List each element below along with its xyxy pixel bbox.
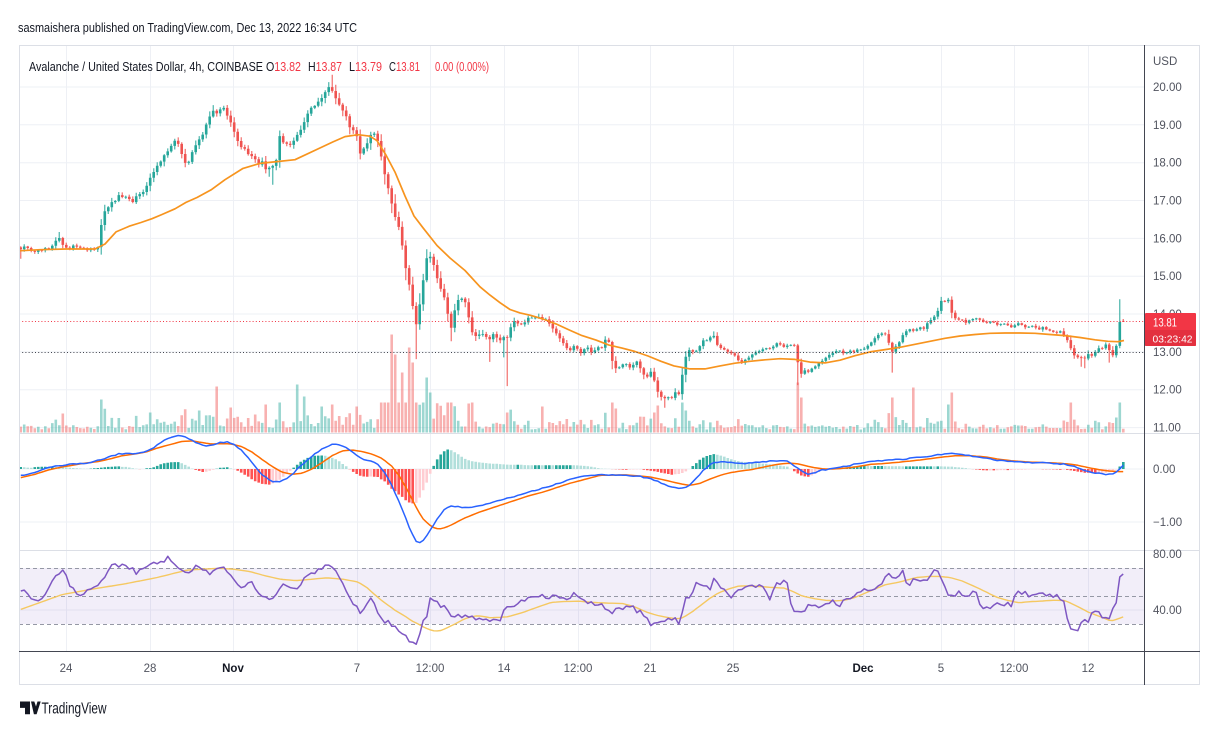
svg-text:13.00: 13.00 xyxy=(1153,347,1182,359)
svg-text:28: 28 xyxy=(144,663,157,675)
svg-text:16.00: 16.00 xyxy=(1153,233,1182,245)
svg-text:0.00: 0.00 xyxy=(1153,464,1175,476)
svg-text:−1.00: −1.00 xyxy=(1153,517,1182,529)
svg-text:Nov: Nov xyxy=(222,663,244,675)
svg-text:12:00: 12:00 xyxy=(416,663,445,675)
svg-text:Dec: Dec xyxy=(852,663,874,675)
svg-text:12:00: 12:00 xyxy=(564,663,593,675)
svg-text:40.00: 40.00 xyxy=(1153,605,1182,617)
svg-text:24: 24 xyxy=(60,663,73,675)
svg-text:15.00: 15.00 xyxy=(1153,271,1182,283)
svg-text:USD: USD xyxy=(1153,56,1177,68)
svg-text:18.00: 18.00 xyxy=(1153,158,1182,170)
svg-text:11.00: 11.00 xyxy=(1153,423,1181,435)
svg-text:L13.79: L13.79 xyxy=(349,59,382,74)
svg-text:14: 14 xyxy=(498,663,511,675)
svg-text:80.00: 80.00 xyxy=(1153,549,1182,561)
svg-text:7: 7 xyxy=(354,663,360,675)
svg-text:TradingView: TradingView xyxy=(42,701,107,718)
svg-text:21: 21 xyxy=(644,663,657,675)
svg-text:25: 25 xyxy=(727,663,740,675)
svg-text:19.00: 19.00 xyxy=(1153,120,1182,132)
svg-text:12: 12 xyxy=(1082,663,1095,675)
svg-text:03:23:42: 03:23:42 xyxy=(1153,334,1193,346)
svg-text:12:00: 12:00 xyxy=(1000,663,1029,675)
svg-text:sasmaishera published on Tradi: sasmaishera published on TradingView.com… xyxy=(18,20,357,35)
svg-text:5: 5 xyxy=(938,663,944,675)
svg-text:20.00: 20.00 xyxy=(1153,82,1182,94)
svg-text:0.00 (0.00%): 0.00 (0.00%) xyxy=(435,59,489,74)
svg-text:Avalanche / United States Doll: Avalanche / United States Dollar, 4h, CO… xyxy=(29,59,263,74)
svg-text:17.00: 17.00 xyxy=(1153,196,1182,208)
svg-text:O13.82: O13.82 xyxy=(266,59,301,74)
svg-text:12.00: 12.00 xyxy=(1153,385,1182,397)
svg-text:C13.81: C13.81 xyxy=(389,59,420,74)
svg-text:13.81: 13.81 xyxy=(1153,316,1177,330)
svg-text:H13.87: H13.87 xyxy=(308,59,342,74)
